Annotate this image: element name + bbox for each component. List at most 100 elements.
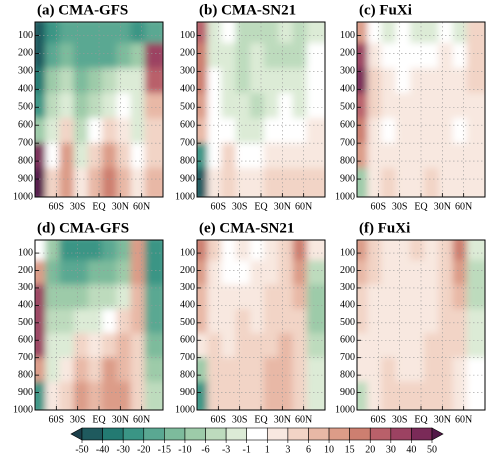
cell xyxy=(144,143,163,176)
plot-frame xyxy=(196,21,326,198)
cell xyxy=(466,357,485,390)
colorbar-swatch xyxy=(102,427,124,441)
cell xyxy=(466,118,485,151)
y-tick-label: 100 xyxy=(340,247,355,258)
panel-title: (e) CMA-SN21 xyxy=(199,220,294,236)
x-tick-label: 60N xyxy=(295,414,312,425)
x-tick-label: 60N xyxy=(455,201,472,212)
x-tick-label: EQ xyxy=(254,414,268,425)
cell xyxy=(306,68,325,101)
y-tick-label: 400 xyxy=(340,84,355,95)
y-tick-label: 600 xyxy=(180,335,195,346)
field xyxy=(357,22,485,197)
x-tick-label: 30N xyxy=(274,201,291,212)
y-tick-label: 400 xyxy=(180,300,195,311)
y-tick-label: 300 xyxy=(180,66,195,77)
x-tick-label: 30S xyxy=(70,201,86,212)
y-tick-label: 700 xyxy=(340,137,355,148)
panel-title: (c) FuXi xyxy=(359,2,412,18)
y-tick-label: 800 xyxy=(18,155,33,166)
colorbar-tick-label: -50 xyxy=(75,444,88,455)
colorbar-swatch xyxy=(369,427,392,441)
colorbar-tick-label: -6 xyxy=(201,444,209,455)
cell xyxy=(144,381,163,410)
colorbar-swatch xyxy=(411,427,433,441)
y-tick-label: 100 xyxy=(180,247,195,258)
y-tick-label: 500 xyxy=(340,317,355,328)
colorbar-swatch xyxy=(205,427,227,441)
colorbar-tick-label: 40 xyxy=(406,444,416,455)
colorbar-tick-label: 30 xyxy=(386,444,396,455)
colorbar-swatch xyxy=(143,427,165,441)
y-tick-label: 400 xyxy=(180,84,195,95)
y-tick-label: 900 xyxy=(340,173,355,184)
colorbar-swatch xyxy=(81,427,103,441)
y-tick-label: 700 xyxy=(340,352,355,363)
y-tick-label: 100 xyxy=(18,30,33,41)
colorbar-tick-label: 6 xyxy=(306,444,311,455)
cell xyxy=(466,381,485,410)
panel-title: (d) CMA-GFS xyxy=(37,220,129,236)
y-tick-label: 500 xyxy=(180,102,195,113)
x-tick-label: 30S xyxy=(70,414,86,425)
cell xyxy=(144,93,163,126)
colorbar-swatch xyxy=(390,427,412,441)
cell xyxy=(306,308,325,342)
field xyxy=(35,22,163,197)
y-tick-label: 600 xyxy=(340,120,355,131)
colorbar-tick-label: 20 xyxy=(365,444,375,455)
y-tick-label: 900 xyxy=(180,173,195,184)
y-tick-label: 300 xyxy=(340,66,355,77)
cell xyxy=(306,381,325,410)
cell xyxy=(466,143,485,176)
y-tick-label: 200 xyxy=(180,48,195,59)
cell xyxy=(466,68,485,101)
y-tick-label: 1000 xyxy=(175,404,195,415)
y-tick-label: 500 xyxy=(180,317,195,328)
x-tick-label: 60S xyxy=(211,414,227,425)
y-tick-label: 400 xyxy=(340,300,355,311)
plot-frame xyxy=(196,239,326,411)
y-tick-label: 1000 xyxy=(13,191,33,202)
y-tick-label: 900 xyxy=(18,173,33,184)
cell xyxy=(466,284,485,317)
cell xyxy=(306,284,325,317)
x-tick-label: 60S xyxy=(49,201,65,212)
x-tick-label: EQ xyxy=(414,414,428,425)
x-tick-label: EQ xyxy=(414,201,428,212)
x-tick-label: 60S xyxy=(211,201,227,212)
plot-frame xyxy=(356,239,486,411)
colorbar-tick-label: 15 xyxy=(345,444,355,455)
y-tick-label: 700 xyxy=(180,137,195,148)
y-tick-label: 600 xyxy=(18,120,33,131)
cell xyxy=(306,43,325,76)
cell xyxy=(144,357,163,390)
y-tick-label: 700 xyxy=(180,352,195,363)
colorbar-swatch xyxy=(246,427,268,441)
y-tick-label: 600 xyxy=(18,335,33,346)
colorbar-tick-label: -1 xyxy=(243,444,251,455)
colorbar-tick-label: 1 xyxy=(265,444,270,455)
y-tick-label: 1000 xyxy=(13,404,33,415)
colorbar-tick-label: 3 xyxy=(285,444,290,455)
cell xyxy=(466,168,485,197)
x-tick-label: 60S xyxy=(49,414,65,425)
cell xyxy=(144,333,163,366)
y-tick-label: 100 xyxy=(180,30,195,41)
cell xyxy=(144,260,163,293)
y-tick-label: 200 xyxy=(18,265,33,276)
colorbar-tick-label: -20 xyxy=(137,444,150,455)
x-tick-label: 60N xyxy=(295,201,312,212)
colorbar-swatch xyxy=(70,427,83,441)
cell xyxy=(144,308,163,342)
field xyxy=(197,240,325,410)
cell xyxy=(306,260,325,293)
x-tick-label: 60N xyxy=(133,414,150,425)
colorbar-tick-label: -15 xyxy=(158,444,171,455)
colorbar-tick-label: -40 xyxy=(96,444,109,455)
colorbar-swatch xyxy=(266,427,289,441)
y-tick-label: 800 xyxy=(340,155,355,166)
cell xyxy=(306,168,325,197)
cell xyxy=(466,43,485,76)
colorbar-tick-label: 10 xyxy=(324,444,334,455)
